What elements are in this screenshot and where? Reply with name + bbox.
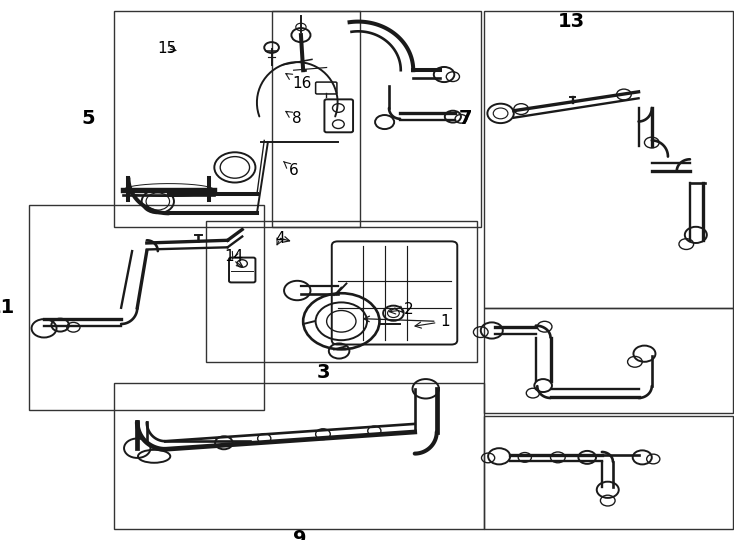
- Text: 11: 11: [0, 298, 15, 318]
- Text: 16: 16: [286, 73, 311, 91]
- Text: 5: 5: [81, 109, 95, 129]
- Text: 14: 14: [224, 249, 243, 264]
- Bar: [206, 221, 477, 362]
- Bar: [272, 11, 481, 227]
- Bar: [484, 11, 733, 308]
- Text: 15: 15: [158, 41, 177, 56]
- Text: 7: 7: [459, 109, 472, 129]
- Bar: [114, 383, 484, 529]
- Text: 3: 3: [316, 363, 330, 382]
- Text: 9: 9: [293, 529, 306, 540]
- Text: 1: 1: [415, 314, 450, 329]
- Text: 8: 8: [286, 111, 302, 126]
- Bar: [114, 11, 360, 227]
- Bar: [484, 416, 733, 529]
- Text: 13: 13: [558, 12, 585, 31]
- Text: 6: 6: [283, 161, 298, 178]
- Bar: [484, 308, 733, 413]
- Text: 4: 4: [275, 231, 285, 246]
- Text: 2: 2: [389, 302, 413, 317]
- Bar: [29, 205, 264, 410]
